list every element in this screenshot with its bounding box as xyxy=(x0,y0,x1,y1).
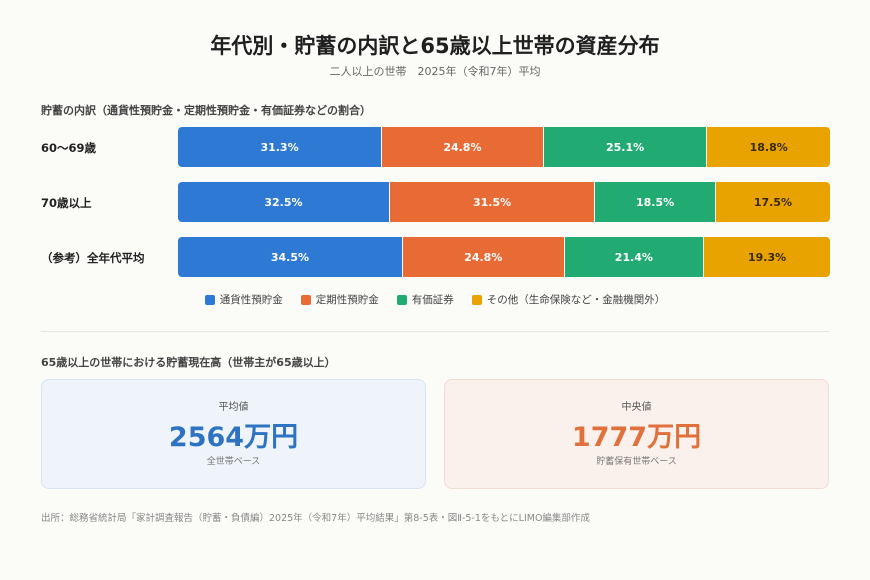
median-note: 貯蓄保有世帯ベース xyxy=(596,457,677,467)
legend-label: 定期性預貯金 xyxy=(315,294,379,306)
bar-segment: 25.1% xyxy=(543,127,708,167)
legend-swatch xyxy=(204,294,215,305)
bar-segment: 31.3% xyxy=(178,127,383,167)
legend-item: 通貨性預貯金 xyxy=(204,292,283,307)
bar-segment: 18.8% xyxy=(707,127,830,167)
bar-segment: 32.5% xyxy=(178,182,390,222)
legend-swatch xyxy=(396,294,407,305)
bar-segment: 24.8% xyxy=(402,237,565,277)
source-note: 出所：総務省統計局「家計調査報告（貯蓄・負債編）2025年（令和7年）平均結果」… xyxy=(41,513,590,524)
average-card: 平均値 2564万円 全世帯ベース xyxy=(41,379,426,489)
legend-label: 有価証券 xyxy=(411,294,454,306)
holdings-section-label: 65歳以上の世帯における貯蓄現在高（世帯主が65歳以上） xyxy=(41,356,336,369)
chart-title: 年代別・貯蓄の内訳と65歳以上世帯の資産分布 xyxy=(210,34,660,58)
bar-segment: 34.5% xyxy=(178,237,403,277)
bar-segment: 31.5% xyxy=(389,182,596,222)
bar-segment: 21.4% xyxy=(564,237,705,277)
average-note: 全世帯ベース xyxy=(206,457,261,467)
section-divider xyxy=(41,331,829,332)
row-label: （参考）全年代平均 xyxy=(41,251,145,265)
median-value: 1777万円 xyxy=(571,422,702,453)
bar-segment: 24.8% xyxy=(382,127,544,167)
stacked-bar: 32.5% 31.5% 18.5% 17.5% xyxy=(178,182,830,222)
row-label: 70歳以上 xyxy=(41,196,92,210)
legend-label: 通貨性預貯金 xyxy=(219,294,283,306)
row-label: 60〜69歳 xyxy=(41,141,97,155)
average-value: 2564万円 xyxy=(168,422,299,453)
chart-subtitle: 二人以上の世帯 2025年（令和7年）平均 xyxy=(329,65,541,78)
median-card: 中央値 1777万円 貯蓄保有世帯ベース xyxy=(444,379,829,489)
legend-item: 有価証券 xyxy=(396,292,454,307)
bar-segment: 19.3% xyxy=(704,237,830,277)
legend-swatch xyxy=(300,294,311,305)
legend-item: その他（生命保険など・金融機関外） xyxy=(471,292,666,307)
chart-legend: 通貨性預貯金 定期性預貯金 有価証券 その他（生命保険など・金融機関外） xyxy=(0,292,870,307)
median-label: 中央値 xyxy=(621,402,652,413)
stacked-bar: 34.5% 24.8% 21.4% 19.3% xyxy=(178,237,830,277)
bar-segment: 18.5% xyxy=(595,182,716,222)
legend-label: その他（生命保険など・金融機関外） xyxy=(486,294,666,306)
breakdown-section-label: 貯蓄の内訳（通貨性預貯金・定期性預貯金・有価証券などの割合） xyxy=(41,104,371,117)
legend-swatch xyxy=(471,294,482,305)
stacked-bar: 31.3% 24.8% 25.1% 18.8% xyxy=(178,127,830,167)
average-label: 平均値 xyxy=(218,402,249,413)
bar-segment: 17.5% xyxy=(715,182,830,222)
legend-item: 定期性預貯金 xyxy=(300,292,379,307)
